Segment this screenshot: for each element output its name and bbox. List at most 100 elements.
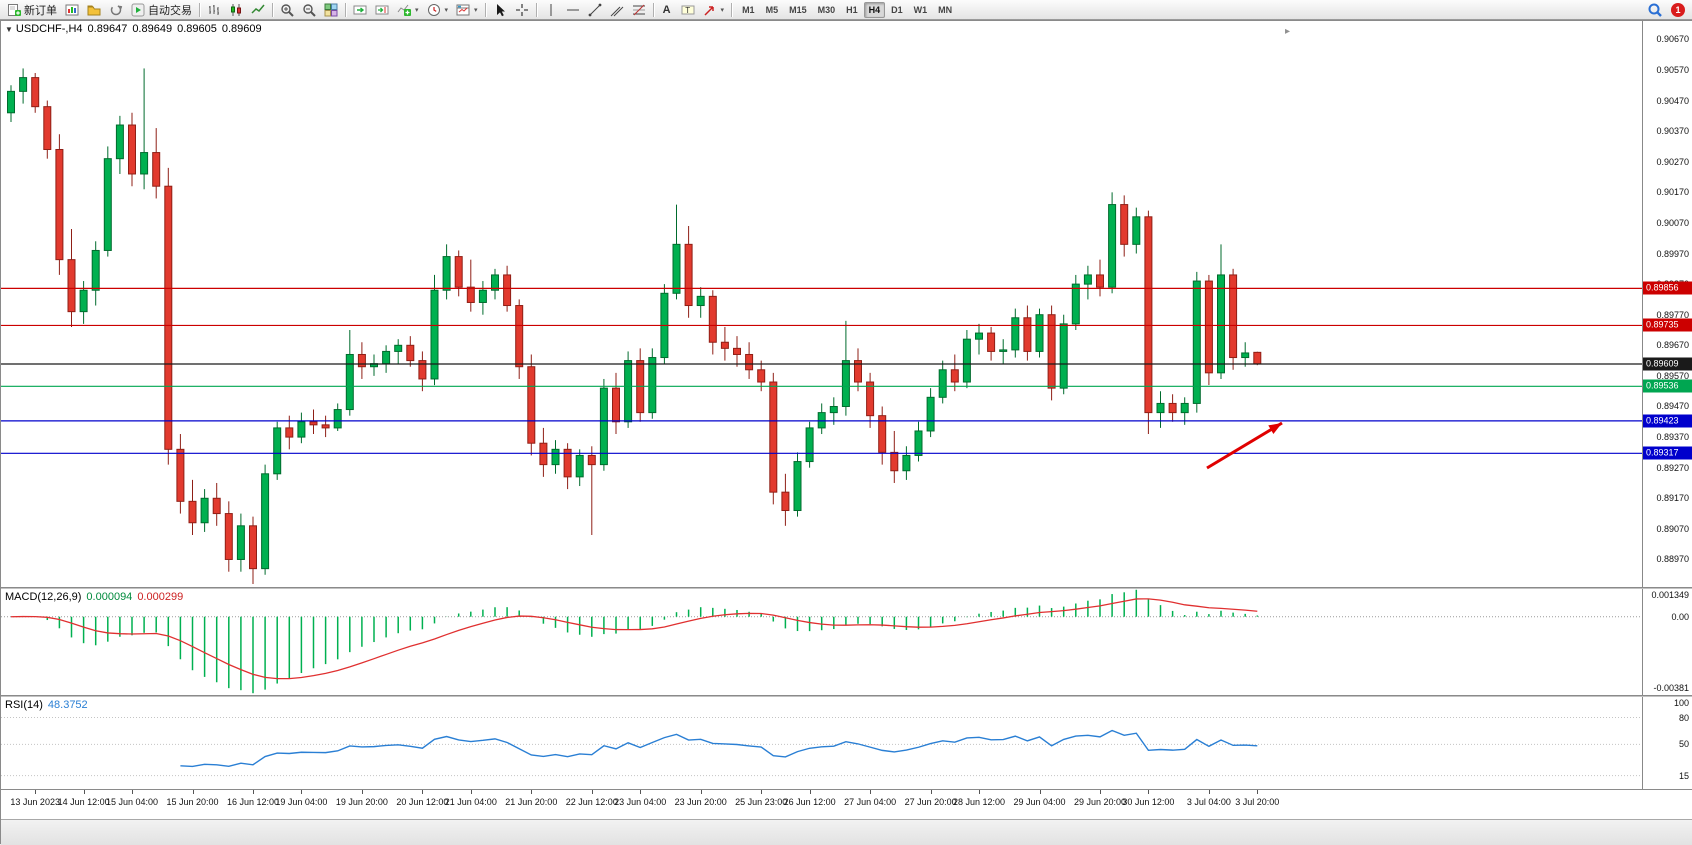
macd-axis[interactable]: 0.001349 0.00 -0.00381 xyxy=(1642,589,1692,695)
periods-button[interactable]: ▾ xyxy=(423,1,453,19)
line-chart-button[interactable] xyxy=(247,1,269,19)
crosshair-button[interactable] xyxy=(511,1,533,19)
rsi-value: 48.3752 xyxy=(47,699,88,711)
trendline-tool-button[interactable] xyxy=(584,1,606,19)
rsi-pane[interactable]: RSI(14) 48.3752 100 80 50 15 xyxy=(1,697,1692,789)
periods-caret-icon: ▾ xyxy=(444,6,449,14)
chart-shift-marker[interactable]: ▸ xyxy=(1285,26,1291,37)
time-axis-label: 19 Jun 20:00 xyxy=(335,797,388,807)
zoom-out-button[interactable] xyxy=(298,1,320,19)
time-axis-label: 19 Jun 04:00 xyxy=(275,797,328,807)
time-tick xyxy=(132,790,133,794)
cursor-icon xyxy=(496,3,505,16)
refresh-button[interactable] xyxy=(105,1,127,19)
time-axis[interactable]: 13 Jun 2023 14 Jun 12:00 15 Jun 04:00 15 Ju… xyxy=(1,789,1692,819)
pane-divider[interactable] xyxy=(1,587,1692,589)
time-axis-label: 15 Jun 20:00 xyxy=(166,797,219,807)
tile-windows-button[interactable] xyxy=(320,1,342,19)
toolbar-separator xyxy=(484,2,486,17)
time-tick xyxy=(470,790,472,794)
time-tick xyxy=(1148,790,1150,794)
timeframe-button-m1[interactable]: M1 xyxy=(742,4,755,15)
fibonacci-tool-button[interactable] xyxy=(628,1,650,19)
refresh-icon xyxy=(110,4,123,15)
timeframe-button-mn[interactable]: MN xyxy=(938,4,953,15)
text-label-icon: T xyxy=(681,5,695,15)
time-tick xyxy=(361,790,363,794)
timeframe-button-w1[interactable]: W1 xyxy=(913,4,928,15)
price-chart-canvas[interactable] xyxy=(1,21,1642,587)
time-axis-label: 21 Jun 20:00 xyxy=(505,797,558,807)
time-axis-label: 29 Jun 04:00 xyxy=(1013,797,1066,807)
notification-badge[interactable]: 1 xyxy=(1671,2,1685,17)
toolbar: 新订单 自动交易 ▾ ▾ xyxy=(0,0,1692,20)
equidistant-channel-icon xyxy=(610,6,623,16)
zoom-in-button[interactable] xyxy=(276,1,298,19)
timeframe-button-m30[interactable]: M30 xyxy=(817,4,836,15)
new-order-button[interactable]: 新订单 xyxy=(3,1,61,19)
templates-icon xyxy=(456,4,470,15)
toolbar-separator xyxy=(345,2,346,17)
zoom-in-icon xyxy=(281,3,294,17)
templates-caret-icon: ▾ xyxy=(474,6,478,14)
toolbar-separator xyxy=(731,2,733,17)
search-button[interactable] xyxy=(1643,1,1667,19)
crosshair-icon xyxy=(515,3,528,16)
profiles-button[interactable] xyxy=(83,1,105,19)
periods-clock-icon xyxy=(427,3,440,16)
rsi-axis-label: 50 xyxy=(1678,739,1689,749)
price-axis-label: 0.90670 xyxy=(1656,34,1689,45)
rsi-canvas[interactable] xyxy=(1,697,1642,789)
resistance-line-price-tag: 0.89735 xyxy=(1643,318,1692,332)
arrows-caret-icon: ▾ xyxy=(720,6,725,14)
profiles-folder-icon xyxy=(87,5,101,15)
auto-scroll-icon xyxy=(353,5,367,14)
macd-axis-label: 0.00 xyxy=(1671,612,1689,622)
time-tick xyxy=(591,790,593,794)
timeframe-button-m5[interactable]: M5 xyxy=(765,4,779,15)
auto-trading-label: 自动交易 xyxy=(148,4,192,17)
new-order-icon xyxy=(8,3,21,16)
arrow-annotation[interactable] xyxy=(1206,421,1283,470)
macd-pane[interactable]: MACD(12,26,9) 0.000094 0.000299 0.001349 0… xyxy=(1,589,1692,695)
trendline-icon xyxy=(588,3,601,16)
symbol-period-label: USDCHF-,H4 xyxy=(15,23,83,35)
support-line-price-tag: 0.89423 xyxy=(1643,414,1692,428)
timeframe-button-d1[interactable]: D1 xyxy=(891,4,903,15)
bar-chart-button[interactable] xyxy=(203,1,225,19)
open-value: 0.89647 xyxy=(87,23,128,35)
templates-button[interactable]: ▾ xyxy=(452,1,482,19)
indicators-button[interactable]: ▾ xyxy=(393,1,423,19)
timeframe-button-h4[interactable]: H4 xyxy=(863,1,886,18)
indicators-icon xyxy=(397,4,411,16)
auto-trading-button[interactable]: 自动交易 xyxy=(127,1,196,19)
chart-collapse-icon[interactable]: ▼ xyxy=(5,25,13,34)
price-axis-label: 0.90270 xyxy=(1656,156,1689,167)
time-tick xyxy=(253,790,254,794)
pane-divider[interactable] xyxy=(1,695,1692,697)
timeframe-button-h1[interactable]: H1 xyxy=(846,4,858,15)
toolbar-separator xyxy=(199,2,200,17)
macd-canvas[interactable] xyxy=(1,589,1642,695)
macd-histogram xyxy=(22,589,1259,694)
arrows-tool-button[interactable]: ▾ xyxy=(699,1,729,19)
new-chart-button[interactable] xyxy=(61,1,83,19)
auto-scroll-button[interactable] xyxy=(349,1,371,19)
horizontal-line-tool-button[interactable] xyxy=(562,1,584,19)
main-chart-pane[interactable]: ▼ USDCHF-,H4 0.89647 0.89649 0.89605 0.89609 … xyxy=(1,21,1692,587)
channel-tool-button[interactable] xyxy=(606,1,628,19)
timeframe-button-m15[interactable]: M15 xyxy=(789,4,807,15)
vertical-line-tool-button[interactable] xyxy=(540,1,562,19)
time-axis-label: 27 Jun 20:00 xyxy=(904,797,957,807)
horizontal-line-icon xyxy=(566,9,579,10)
time-axis-label: 26 Jun 12:00 xyxy=(783,797,836,807)
cursor-button[interactable] xyxy=(489,1,511,19)
rsi-axis[interactable]: 100 80 50 15 xyxy=(1642,697,1692,789)
price-axis[interactable]: 0.90670 0.90570 0.90470 0.90370 0.90270 0.901… xyxy=(1642,21,1692,587)
price-axis-label: 0.90470 xyxy=(1656,95,1689,106)
chart-shift-button[interactable] xyxy=(371,1,393,19)
toolbar-separator xyxy=(272,2,273,17)
candlestick-chart-button[interactable] xyxy=(225,1,247,19)
text-label-tool-button[interactable]: T xyxy=(677,1,699,19)
text-tool-button[interactable]: A xyxy=(657,1,677,19)
